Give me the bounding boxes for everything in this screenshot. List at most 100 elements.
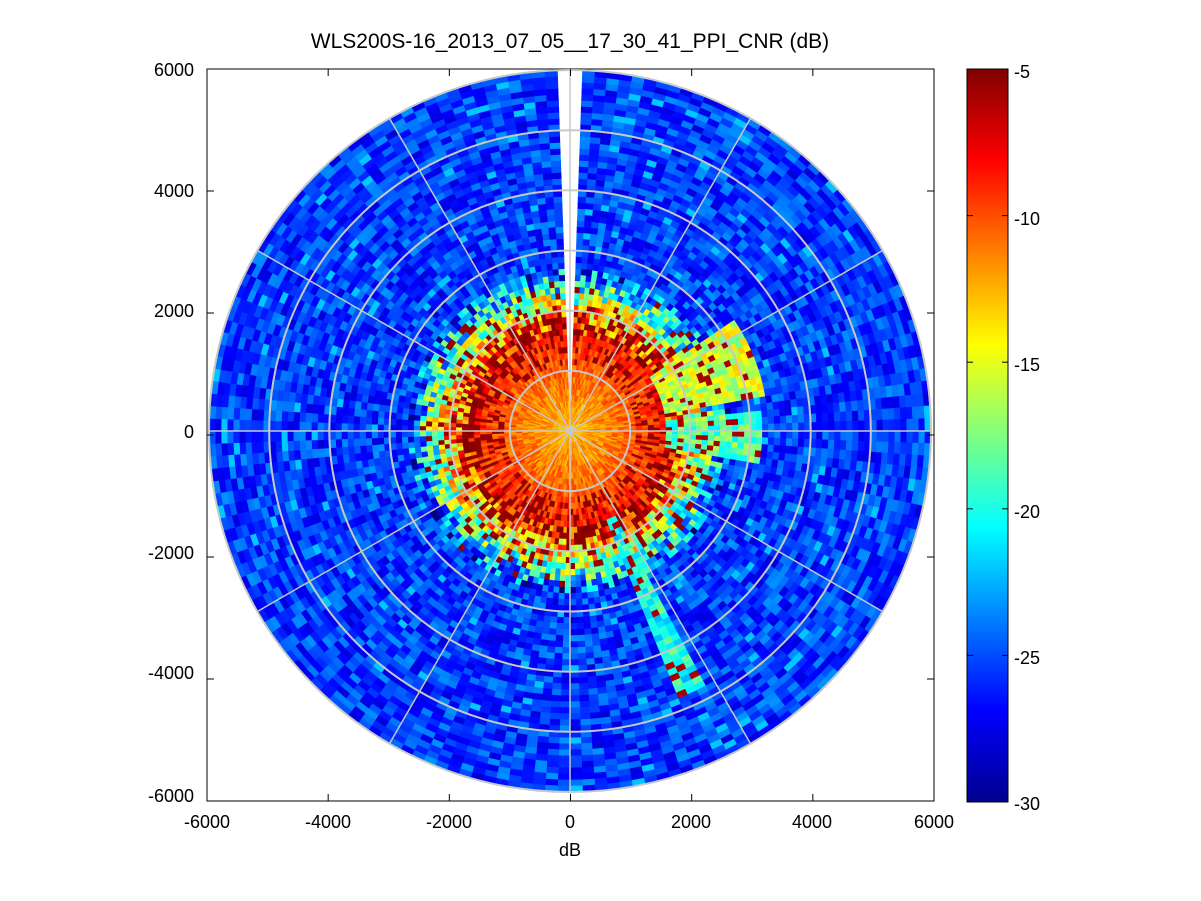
ppi-cell [826, 448, 835, 460]
ppi-cell [822, 430, 830, 441]
ppi-cell [582, 238, 591, 246]
ppi-cell [725, 436, 733, 443]
ppi-cell [580, 105, 594, 114]
ppi-cell [701, 420, 709, 427]
ppi-cell [665, 423, 673, 428]
ppi-cell [575, 262, 583, 270]
ppi-cell [583, 232, 592, 240]
ppi-cell [846, 420, 854, 432]
ppi-cell [574, 274, 582, 282]
ppi-cell [814, 404, 823, 415]
ppi-cell [724, 408, 732, 415]
ppi-cell [712, 409, 720, 417]
ppi-cell [838, 401, 847, 413]
ppi-cell [791, 438, 799, 448]
ppi-cell [917, 442, 926, 457]
ppi-cell [797, 414, 805, 424]
ppi-cell [894, 419, 902, 432]
ppi-cell [912, 418, 920, 432]
ppi-cell [918, 418, 926, 432]
ppi-cell [695, 435, 703, 441]
ppi-cell [579, 154, 590, 162]
ppi-cell [754, 450, 762, 459]
ppi-cell [780, 430, 787, 439]
ppi-cell [857, 440, 865, 452]
ppi-cell [792, 430, 799, 440]
ppi-cell [588, 160, 599, 169]
ppi-cell [584, 208, 594, 216]
ppi-cell [713, 420, 721, 427]
ppi-cell [875, 441, 884, 454]
ppi-cell [832, 402, 841, 413]
ppi-cell [906, 418, 914, 432]
ppi-cell [834, 430, 842, 441]
ppi-cell [707, 435, 715, 442]
ppi-cell [719, 414, 727, 421]
ppi-cell [754, 403, 762, 412]
ppi-cell [814, 447, 823, 458]
ppi-cell [917, 405, 926, 420]
ppi-cell [840, 420, 848, 432]
ppi-cell [828, 421, 836, 432]
ppi-cell [695, 416, 703, 423]
ppi-cell [713, 440, 721, 448]
ppi-cell [839, 440, 847, 451]
ppi-cell [779, 445, 787, 454]
ppi-cell [579, 280, 587, 288]
ppi-cell [761, 409, 769, 418]
ppi-cell [857, 410, 865, 422]
ppi-cell [767, 416, 775, 425]
ppi-cell [738, 430, 745, 438]
ppi-cell [881, 408, 890, 421]
ppi-cell [816, 430, 824, 441]
ppi-cell [737, 436, 745, 444]
ppi-cell [581, 75, 596, 84]
ppi-cell [755, 443, 763, 452]
ppi-cell [586, 178, 597, 187]
ppi-cell [581, 87, 595, 96]
ppi-cell [833, 411, 841, 423]
ppi-cell [576, 232, 585, 240]
ppi-cell [827, 412, 835, 423]
ppi-cell [737, 442, 745, 450]
ppi-cell [584, 214, 593, 222]
ppi-cell [725, 419, 733, 426]
ppi-cell [773, 437, 781, 447]
ppi-cell [731, 413, 739, 421]
ppi-cell [845, 410, 853, 422]
ppi-cell [756, 430, 763, 439]
ppi-cell [577, 202, 587, 210]
ppi-cell [653, 424, 661, 429]
ppi-cell [774, 430, 781, 439]
ppi-cell [737, 418, 745, 426]
ppi-cell [815, 413, 823, 423]
ppi-cell [725, 441, 733, 449]
ppi-cell [583, 226, 592, 234]
ppi-cell [797, 406, 805, 416]
ppi-cell [718, 408, 726, 416]
ppi-cell [585, 202, 595, 210]
ppi-cell [840, 430, 848, 442]
ppi-cell [713, 425, 721, 432]
ppi-cell [893, 441, 902, 455]
ppi-cell [762, 430, 769, 439]
ppi-cell [798, 430, 805, 440]
ppi-cell [732, 430, 739, 438]
ppi-cell [882, 419, 890, 432]
ppi-cell [732, 424, 739, 432]
ppi-cell [574, 280, 581, 288]
ppi-cell [852, 420, 860, 432]
ppi-cell [785, 415, 793, 424]
ppi-cell [580, 117, 593, 126]
ppi-cell [580, 268, 588, 276]
ppi-cell [785, 407, 793, 417]
ppi-cell [822, 421, 830, 432]
ppi-cell [583, 220, 593, 228]
ppi-cell [576, 214, 586, 222]
ppi-cell [774, 423, 781, 432]
ppi-cell [905, 442, 914, 456]
ppi-cell [731, 436, 739, 444]
ppi-cell [581, 256, 589, 264]
ppi-cell [587, 166, 599, 175]
